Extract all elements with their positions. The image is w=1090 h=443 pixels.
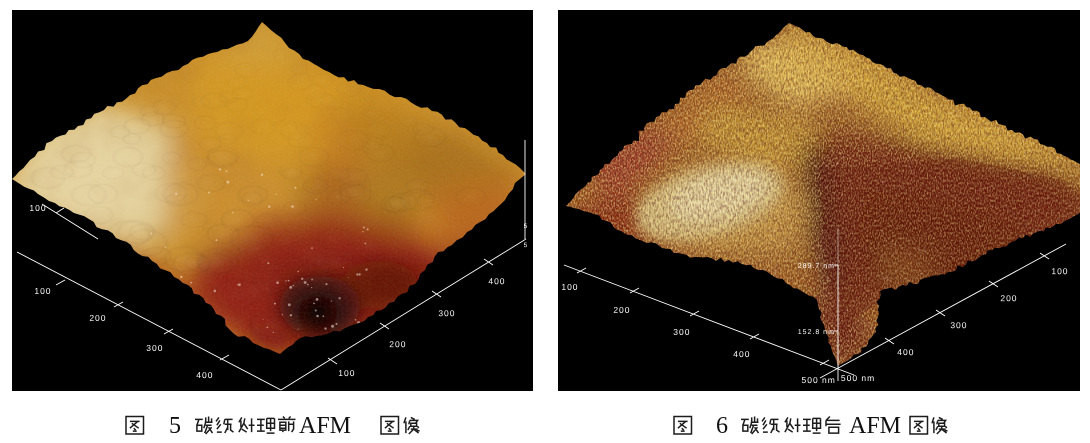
svg-text:500 nm: 500 nm <box>802 375 836 385</box>
svg-text:200: 200 <box>613 305 630 315</box>
svg-text:300: 300 <box>438 308 455 318</box>
svg-text:AFM: AFM <box>849 413 901 439</box>
svg-text:100: 100 <box>1051 266 1068 276</box>
svg-text:5: 5 <box>169 413 181 439</box>
svg-text:200: 200 <box>1000 293 1017 303</box>
svg-text:300: 300 <box>673 327 690 337</box>
svg-text:289.7 nm: 289.7 nm <box>798 263 835 270</box>
svg-text:5: 5 <box>524 223 529 230</box>
svg-text:6: 6 <box>716 413 728 439</box>
svg-text:152.8 nm: 152.8 nm <box>798 329 835 336</box>
svg-text:100: 100 <box>338 368 355 378</box>
svg-text:200: 200 <box>89 313 106 323</box>
svg-text:100: 100 <box>34 286 51 296</box>
svg-text:400: 400 <box>488 276 505 286</box>
svg-text:300: 300 <box>950 320 967 330</box>
svg-text:100: 100 <box>561 282 578 292</box>
svg-text:100: 100 <box>29 203 46 213</box>
svg-text:300: 300 <box>146 343 163 353</box>
svg-text:5: 5 <box>524 242 529 249</box>
svg-text:400: 400 <box>733 349 750 359</box>
svg-text:400: 400 <box>196 370 213 380</box>
svg-text:200: 200 <box>389 339 406 349</box>
svg-text:AFM: AFM <box>299 413 351 439</box>
svg-text:500 nm: 500 nm <box>841 373 875 383</box>
svg-text:400: 400 <box>897 347 914 357</box>
